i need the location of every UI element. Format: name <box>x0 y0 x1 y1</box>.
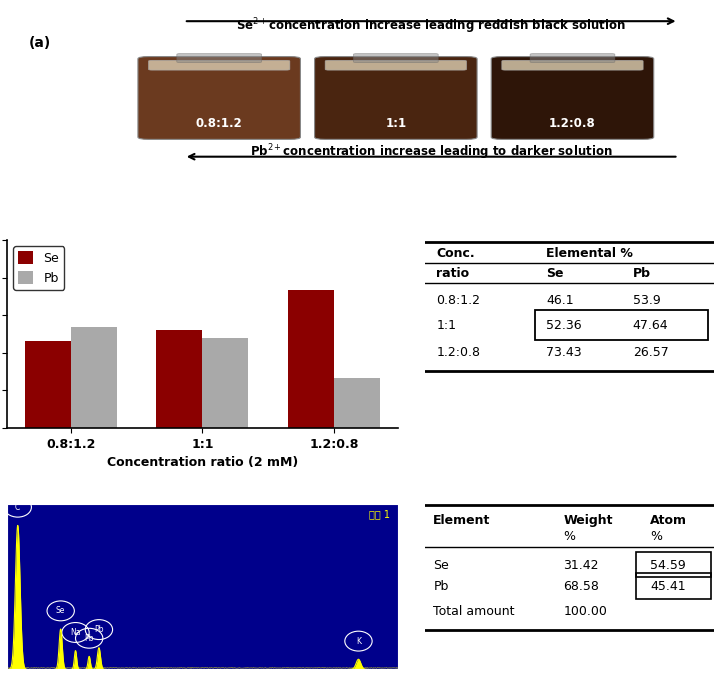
Bar <box>636 573 711 599</box>
FancyBboxPatch shape <box>138 57 301 139</box>
FancyBboxPatch shape <box>491 57 654 139</box>
Text: Se: Se <box>546 267 564 280</box>
Text: 0.8:1.2: 0.8:1.2 <box>436 294 480 307</box>
Text: %: % <box>563 530 575 544</box>
Text: Pb$^{2+}$concentration increase leading to darker solution: Pb$^{2+}$concentration increase leading … <box>250 142 612 162</box>
Text: Pb: Pb <box>633 267 651 280</box>
Legend: Se, Pb: Se, Pb <box>14 246 64 290</box>
Text: Se: Se <box>433 559 449 572</box>
Text: 谱图 1: 谱图 1 <box>368 509 389 518</box>
FancyBboxPatch shape <box>325 60 466 70</box>
Text: 1:1: 1:1 <box>436 319 456 332</box>
Text: 52.36: 52.36 <box>546 319 582 332</box>
Text: Total amount: Total amount <box>433 605 515 618</box>
Text: Na: Na <box>70 628 81 637</box>
Bar <box>534 311 708 339</box>
FancyBboxPatch shape <box>177 53 262 63</box>
Text: %: % <box>650 530 662 544</box>
Text: (a): (a) <box>28 36 50 51</box>
FancyBboxPatch shape <box>314 57 477 139</box>
FancyBboxPatch shape <box>530 53 615 63</box>
Text: Atom: Atom <box>650 514 687 527</box>
Text: Pb: Pb <box>94 625 104 634</box>
Text: Pb: Pb <box>415 634 424 643</box>
Text: 47.64: 47.64 <box>633 319 668 332</box>
Text: Element: Element <box>433 514 491 527</box>
Text: 1.2:0.8: 1.2:0.8 <box>436 346 480 359</box>
FancyBboxPatch shape <box>353 53 438 63</box>
Bar <box>288 290 334 428</box>
Text: 1:1: 1:1 <box>385 117 407 130</box>
Text: 45.41: 45.41 <box>650 580 686 593</box>
FancyBboxPatch shape <box>149 60 290 70</box>
Text: 68.58: 68.58 <box>563 580 599 593</box>
Text: 1.2:0.8: 1.2:0.8 <box>549 117 596 130</box>
Bar <box>334 378 380 428</box>
Bar <box>636 552 711 577</box>
Text: 0.8:1.2: 0.8:1.2 <box>196 117 242 130</box>
Text: K: K <box>356 637 361 645</box>
Text: 46.1: 46.1 <box>546 294 574 307</box>
Text: 31.42: 31.42 <box>563 559 599 572</box>
Text: Elemental %: Elemental % <box>546 247 633 260</box>
Text: Se$^{2+}$concentration increase leading reddish black solution: Se$^{2+}$concentration increase leading … <box>236 16 626 36</box>
Text: Weight: Weight <box>563 514 613 527</box>
Text: Pb: Pb <box>433 580 448 593</box>
Text: Conc.: Conc. <box>436 247 475 260</box>
X-axis label: Concentration ratio (2 mM): Concentration ratio (2 mM) <box>107 456 298 469</box>
Bar <box>203 338 248 428</box>
Text: ratio: ratio <box>436 267 469 280</box>
Text: 26.57: 26.57 <box>633 346 668 359</box>
Text: Pb: Pb <box>84 634 94 643</box>
Text: 100.00: 100.00 <box>563 605 607 618</box>
Text: 54.59: 54.59 <box>650 559 686 572</box>
Text: 73.43: 73.43 <box>546 346 582 359</box>
Bar <box>156 329 203 428</box>
Text: 53.9: 53.9 <box>633 294 660 307</box>
Text: Se: Se <box>56 607 66 615</box>
Bar <box>25 342 71 428</box>
FancyBboxPatch shape <box>502 60 643 70</box>
Text: C: C <box>15 503 20 512</box>
Bar <box>71 326 117 428</box>
